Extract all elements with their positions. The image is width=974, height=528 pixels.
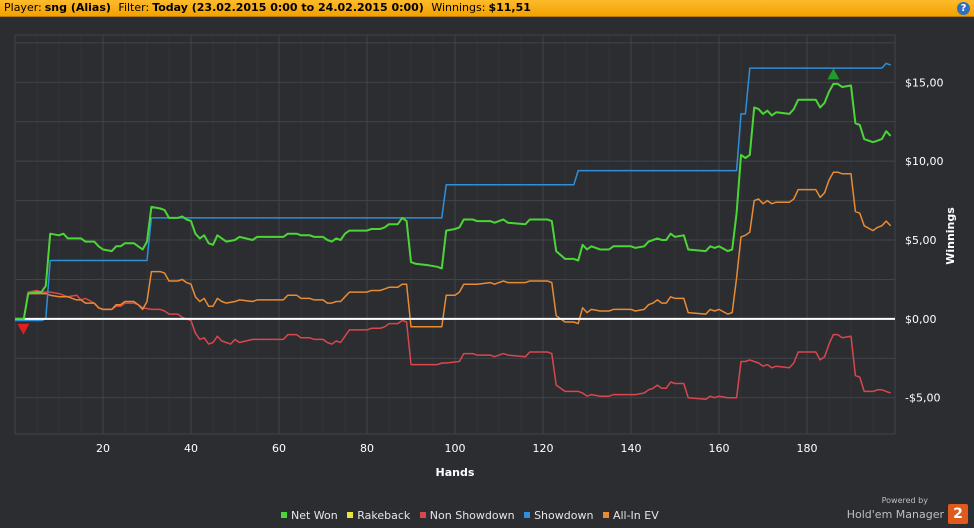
y-axis-label: Winnings [944, 207, 957, 265]
powered-by-text: Powered by [881, 495, 928, 505]
legend-label: Net Won [291, 509, 338, 522]
legend-swatch [419, 512, 426, 518]
x-tick-label: 60 [272, 442, 286, 455]
max-marker-icon [827, 68, 840, 80]
legend-item-net-won[interactable]: Net Won [281, 509, 338, 522]
chart-grid [14, 34, 896, 435]
series-line-non-showdown [15, 289, 891, 401]
legend-item-rakeback[interactable]: Rakeback [347, 509, 410, 522]
chart-series [15, 62, 895, 401]
series-line-showdown [15, 62, 891, 322]
x-tick-label: 100 [445, 442, 466, 455]
player-value: sng (Alias) [44, 1, 111, 14]
min-marker-icon [17, 323, 30, 335]
legend-swatch [347, 512, 354, 518]
chart-markers [17, 68, 840, 335]
legend-label: Rakeback [357, 509, 411, 522]
x-tick-label: 20 [96, 442, 110, 455]
legend-label: Showdown [534, 509, 594, 522]
legend-swatch [524, 512, 531, 518]
legend-swatch [602, 512, 609, 518]
filter-value: Today (23.02.2015 0:00 to 24.02.2015 0:0… [152, 1, 424, 14]
series-line-all-in-ev [15, 171, 892, 328]
branding: Powered by Hold'em Manager 2 [846, 496, 968, 524]
legend-swatch [281, 512, 287, 518]
series-line-net-won [15, 82, 892, 320]
x-tick-label: 80 [360, 442, 374, 455]
header-bar: Player: sng (Alias) Filter: Today (23.02.2… [0, 0, 974, 17]
x-tick-label: 120 [533, 442, 554, 455]
player-label: Player: [4, 1, 42, 14]
y-tick-label: $0,00 [905, 313, 937, 326]
x-tick-labels: 20 40 60 80 100 120 140 160 180 [96, 442, 818, 455]
winnings-label: Winnings: [431, 1, 486, 14]
legend-item-non-showdown[interactable]: Non Showdown [419, 509, 515, 522]
legend-label: Non Showdown [429, 509, 515, 522]
y-tick-label: $10,00 [905, 155, 944, 168]
legend-item-all-in-ev[interactable]: All-In EV [602, 509, 659, 522]
x-axis-label: Hands [436, 466, 475, 479]
x-tick-label: 40 [184, 442, 198, 455]
hem2-logo-icon: 2 [948, 504, 968, 524]
legend-label: All-In EV [612, 509, 659, 522]
x-tick-label: 140 [621, 442, 642, 455]
product-name: Hold'em Manager [846, 507, 944, 521]
legend-item-showdown[interactable]: Showdown [524, 509, 593, 522]
y-tick-label: -$5,00 [905, 392, 940, 405]
x-tick-label: 160 [709, 442, 730, 455]
winnings-chart: -$5,00 $0,00 $5,00 $10,00 $15,00 20 40 60 80 100… [14, 34, 957, 479]
y-tick-label: $15,00 [905, 76, 944, 89]
y-tick-label: $5,00 [905, 234, 937, 247]
chart-legend: Net Won Rakeback Non Showdown Showdown A… [281, 509, 665, 522]
x-tick-label: 180 [797, 442, 818, 455]
help-icon[interactable]: ? [957, 2, 970, 15]
y-tick-labels: -$5,00 $0,00 $5,00 $10,00 $15,00 [905, 76, 944, 404]
filter-label: Filter: [118, 1, 150, 14]
winnings-value: $11,51 [488, 1, 531, 14]
